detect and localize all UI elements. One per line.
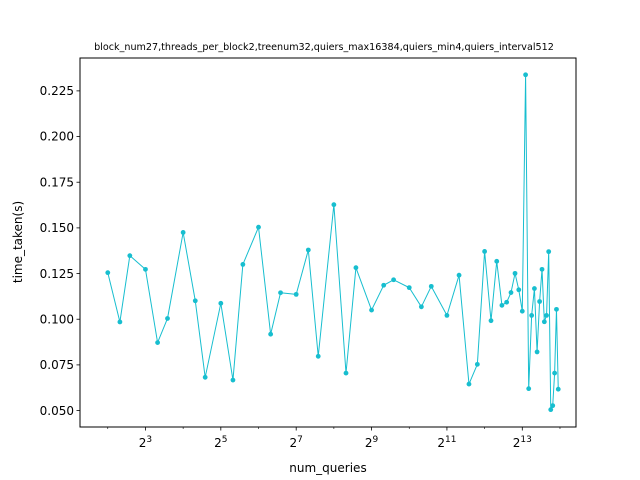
data-point <box>240 262 246 267</box>
data-point <box>529 312 535 318</box>
data-point <box>456 272 462 278</box>
data-point <box>331 202 337 208</box>
data-point <box>526 386 532 392</box>
data-point <box>418 304 424 310</box>
x-tick-label: 29 <box>365 435 379 450</box>
data-point <box>541 319 547 325</box>
data-point <box>519 308 525 314</box>
data-point <box>444 312 450 318</box>
data-point <box>353 265 359 271</box>
data-point <box>293 291 299 297</box>
series-line <box>107 74 559 411</box>
y-axis-label: time_taken(s) <box>11 201 25 283</box>
x-axis: 23 25 27 29 211 213 <box>107 427 561 450</box>
data-point <box>544 312 549 318</box>
data-point <box>105 270 111 276</box>
y-tick-label: 0.175 <box>40 175 74 189</box>
data-point <box>488 318 494 324</box>
y-tick-label: 0.225 <box>40 84 74 98</box>
data-point <box>143 266 148 272</box>
data-point <box>428 283 434 289</box>
data-point <box>305 247 311 253</box>
data-point <box>482 249 488 254</box>
data-point <box>165 316 170 321</box>
data-point <box>466 381 472 387</box>
y-tick-label: 0.050 <box>40 404 74 418</box>
data-point <box>552 370 558 376</box>
plot-frame <box>79 57 577 428</box>
data-point <box>127 253 133 259</box>
x-tick-label: 213 <box>513 435 532 450</box>
data-point <box>381 282 387 288</box>
data-point <box>532 286 537 291</box>
data-point <box>504 299 510 305</box>
data-point <box>192 298 198 304</box>
x-tick-label: 27 <box>290 435 303 450</box>
y-tick-label: 0.100 <box>40 312 74 326</box>
data-point <box>315 353 321 359</box>
y-axis: 0.050 0.075 0.100 0.125 0.150 0.175 0.200 0.225 <box>40 84 80 418</box>
y-tick-label: 0.075 <box>40 358 74 372</box>
data-point <box>548 407 554 413</box>
data-point <box>278 290 283 296</box>
data-point <box>512 270 518 276</box>
data-point <box>534 349 540 355</box>
data-point <box>523 72 528 78</box>
series-group <box>105 72 561 413</box>
data-point <box>218 300 224 306</box>
data-point <box>508 290 514 295</box>
data-point <box>550 403 556 409</box>
chart-title: block_num27,threads_per_block2,treenum32… <box>94 42 554 53</box>
data-point <box>230 377 236 383</box>
data-point <box>343 370 349 376</box>
x-tick-label: 211 <box>437 435 456 450</box>
data-point <box>202 374 208 380</box>
data-point <box>546 249 552 255</box>
data-point <box>499 302 505 308</box>
data-point <box>537 299 543 304</box>
x-tick-label: 23 <box>139 435 152 450</box>
y-tick-label: 0.200 <box>40 130 74 144</box>
data-point <box>516 287 522 293</box>
data-point <box>554 306 559 312</box>
data-point <box>268 331 274 337</box>
data-point <box>391 277 396 283</box>
y-tick-label: 0.125 <box>40 267 74 281</box>
data-point <box>474 361 480 367</box>
data-point <box>117 319 123 325</box>
data-point <box>494 258 500 264</box>
data-point <box>369 307 374 313</box>
data-point <box>256 224 261 230</box>
data-point <box>555 386 561 392</box>
x-axis-label: num_queries <box>289 461 366 475</box>
y-tick-label: 0.150 <box>40 221 74 235</box>
data-point <box>155 340 160 345</box>
data-point <box>406 285 412 291</box>
x-tick-label: 25 <box>214 435 227 450</box>
data-point <box>539 266 545 272</box>
data-point <box>180 230 186 235</box>
